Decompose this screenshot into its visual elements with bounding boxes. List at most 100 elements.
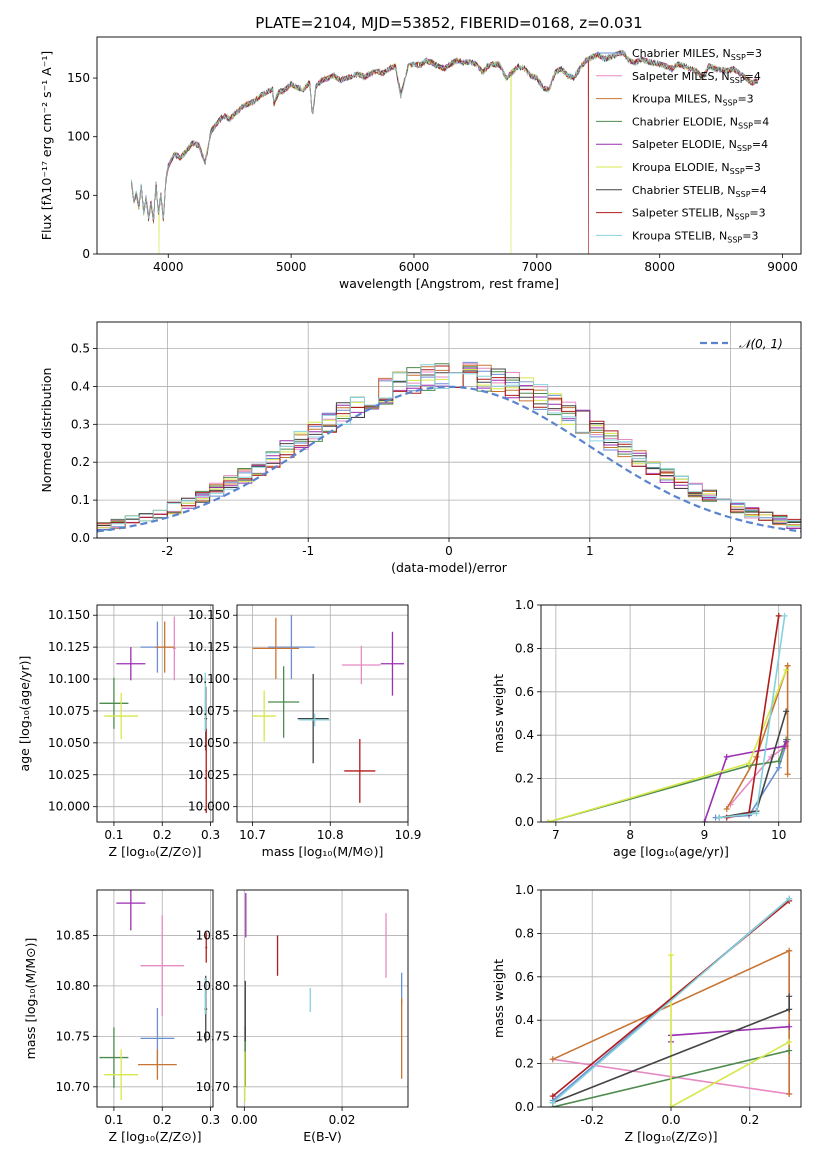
plot-area	[99, 890, 208, 1100]
legend-nssp-eq: =	[737, 93, 746, 106]
legend-nssp-eq: =	[742, 229, 751, 242]
y-tick-label: 0.3	[71, 417, 90, 431]
x-axis-label: mass [log₁₀(M/M⊙)]	[262, 844, 384, 859]
x-tick-label: 8000	[644, 260, 675, 274]
y-tick-label: 10.050	[48, 736, 90, 750]
y-tick-label: 10.125	[48, 640, 90, 654]
age-vs-metallicity-plot: 0.1 0.2 0.3 10.000 10.025 10.050 10.075 10.100 1…	[17, 604, 220, 859]
y-axis-label: age [log₁₀(age/yr)]	[17, 656, 32, 772]
legend-nssp-value: 4	[762, 115, 769, 128]
y-tick-label: 10.75	[56, 1029, 90, 1043]
x-tick-label: 0.0	[661, 1113, 680, 1127]
legend-nssp-eq: =	[745, 70, 754, 83]
y-tick-label: 10.70	[56, 1080, 90, 1094]
mass-weight-marker	[701, 819, 708, 822]
y-tick-label: 10.80	[196, 979, 230, 993]
spectrum-title: PLATE=2104, MJD=53852, FIBERID=0168, z=0…	[255, 14, 642, 32]
legend-label: Salpeter MILES, NSSP=4	[632, 70, 761, 85]
y-tick-label: 50	[75, 188, 90, 202]
plot-area	[244, 893, 403, 1102]
legend-nssp-value: 4	[760, 184, 767, 197]
legend-nssp-prefix: , N	[707, 93, 722, 106]
legend-nssp-subscript: SSP	[738, 121, 753, 130]
y-axis-label: mass [log₁₀(M/M⊙)]	[23, 938, 38, 1060]
residual-histogram-plot: -2 -1 0 1 2 0.0 0.1 0.2 0.3 0.4 0.5 (data-model)/er…	[39, 321, 802, 575]
x-axis-label: wavelength [Angstrom, rest frame]	[339, 276, 559, 291]
legend-nssp-subscript: SSP	[722, 99, 737, 108]
axes-frame	[96, 36, 802, 255]
x-tick-label: 0.3	[201, 828, 220, 842]
legend-nssp-prefix: , N	[716, 47, 731, 60]
mass-weight-marker	[746, 760, 752, 767]
mass-weight-marker	[775, 764, 782, 771]
x-tick-label: 0.00	[231, 1113, 258, 1127]
x-tick-label: 9000	[767, 260, 798, 274]
legend-label: Chabrier MILES, NSSP=3	[632, 47, 762, 62]
legend-nssp-prefix: , N	[714, 70, 729, 83]
mass-weight-marker	[786, 1023, 793, 1030]
y-tick-label: 0.0	[71, 531, 90, 545]
age-vs-mass-plot: 10.7 10.8 10.9 10.000 10.025 10.050 10.075 10.1…	[188, 604, 421, 859]
y-tick-label: 10.075	[48, 704, 90, 718]
y-tick-label: 10.025	[188, 768, 230, 782]
y-axis-label: Normed distribution	[39, 368, 54, 493]
x-tick-label: 0.2	[153, 1113, 172, 1127]
y-axis-label: mass weight	[491, 959, 506, 1038]
x-tick-label: 0.02	[329, 1113, 356, 1127]
y-tick-label: 150	[67, 71, 90, 85]
legend-nssp-eq: =	[752, 138, 761, 151]
mass-weight-marker	[549, 1099, 556, 1106]
x-axis-label: age [log₁₀(age/yr)]	[613, 844, 729, 859]
mass-weight-marker	[781, 743, 788, 750]
y-tick-label: 0.8	[515, 926, 534, 940]
y-tick-label: 10.150	[188, 608, 230, 622]
x-tick-label: 0.1	[104, 828, 123, 842]
x-tick-label: 7	[552, 828, 560, 842]
plot-area	[252, 615, 405, 803]
legend-series-name: Salpeter STELIB	[632, 207, 719, 220]
x-tick-label: -1	[302, 544, 314, 558]
mass-weight-marker	[783, 667, 790, 674]
mass-weight-marker	[545, 819, 552, 822]
mass-weight-marker	[668, 1104, 674, 1107]
legend-nssp-value: 3	[747, 93, 754, 106]
y-tick-label: 10.85	[196, 928, 230, 942]
mass-weight-marker	[786, 993, 793, 1000]
plot-area	[97, 361, 801, 538]
mass-weight-marker	[723, 753, 730, 760]
mass-weight-marker	[753, 810, 760, 817]
spectrum-plot: 4000 5000 6000 7000 8000 9000 0 50 100 150 wavelen…	[39, 36, 802, 291]
legend-series-name: Salpeter ELODIE	[632, 138, 722, 151]
mass-weight-line	[703, 741, 787, 822]
x-tick-label: 6000	[399, 260, 430, 274]
y-tick-label: 0.1	[71, 493, 90, 507]
x-tick-label: 0.2	[153, 828, 172, 842]
mass-weight-marker	[549, 1093, 556, 1100]
y-tick-label: 0.0	[515, 1100, 534, 1114]
mass-weight-marker	[786, 1038, 793, 1045]
legend-nssp-value: 3	[755, 47, 762, 60]
legend-label: Salpeter ELODIE, NSSP=4	[632, 138, 768, 153]
mass-weight-marker	[716, 814, 723, 821]
histogram-steps	[97, 364, 801, 538]
legend-nssp-prefix: , N	[722, 138, 737, 151]
x-tick-label: 0.2	[740, 1113, 759, 1127]
plot-area	[99, 616, 208, 814]
x-axis-label: Z [log₁₀(Z/Z⊙)]	[625, 1129, 718, 1144]
legend-nssp-eq: =	[753, 115, 762, 128]
legend-series-name: Kroupa ELODIE	[632, 161, 714, 174]
legend-series-name: Chabrier STELIB	[632, 184, 720, 197]
y-tick-label: 0.2	[515, 772, 534, 786]
y-tick-label: 10.75	[196, 1029, 230, 1043]
y-tick-label: 10.125	[188, 640, 230, 654]
legend-nssp-prefix: , N	[714, 161, 729, 174]
legend-label: Chabrier STELIB, NSSP=4	[632, 184, 767, 199]
axes-frame	[96, 321, 802, 539]
legend-nssp-subscript: SSP	[736, 190, 751, 199]
legend-label: 𝒩(0, 1)	[739, 337, 783, 351]
legend-nssp-eq: =	[749, 207, 758, 220]
mass-weight-vs-metallicity-plot: -0.2 0.0 0.2 0.0 0.2 0.4 0.6 0.8 1.0 Z [log₁₀(Z/Z…	[491, 883, 802, 1144]
mass-weight-marker	[549, 1056, 556, 1063]
legend-nssp-subscript: SSP	[730, 167, 745, 176]
spectrum-line	[131, 50, 759, 221]
